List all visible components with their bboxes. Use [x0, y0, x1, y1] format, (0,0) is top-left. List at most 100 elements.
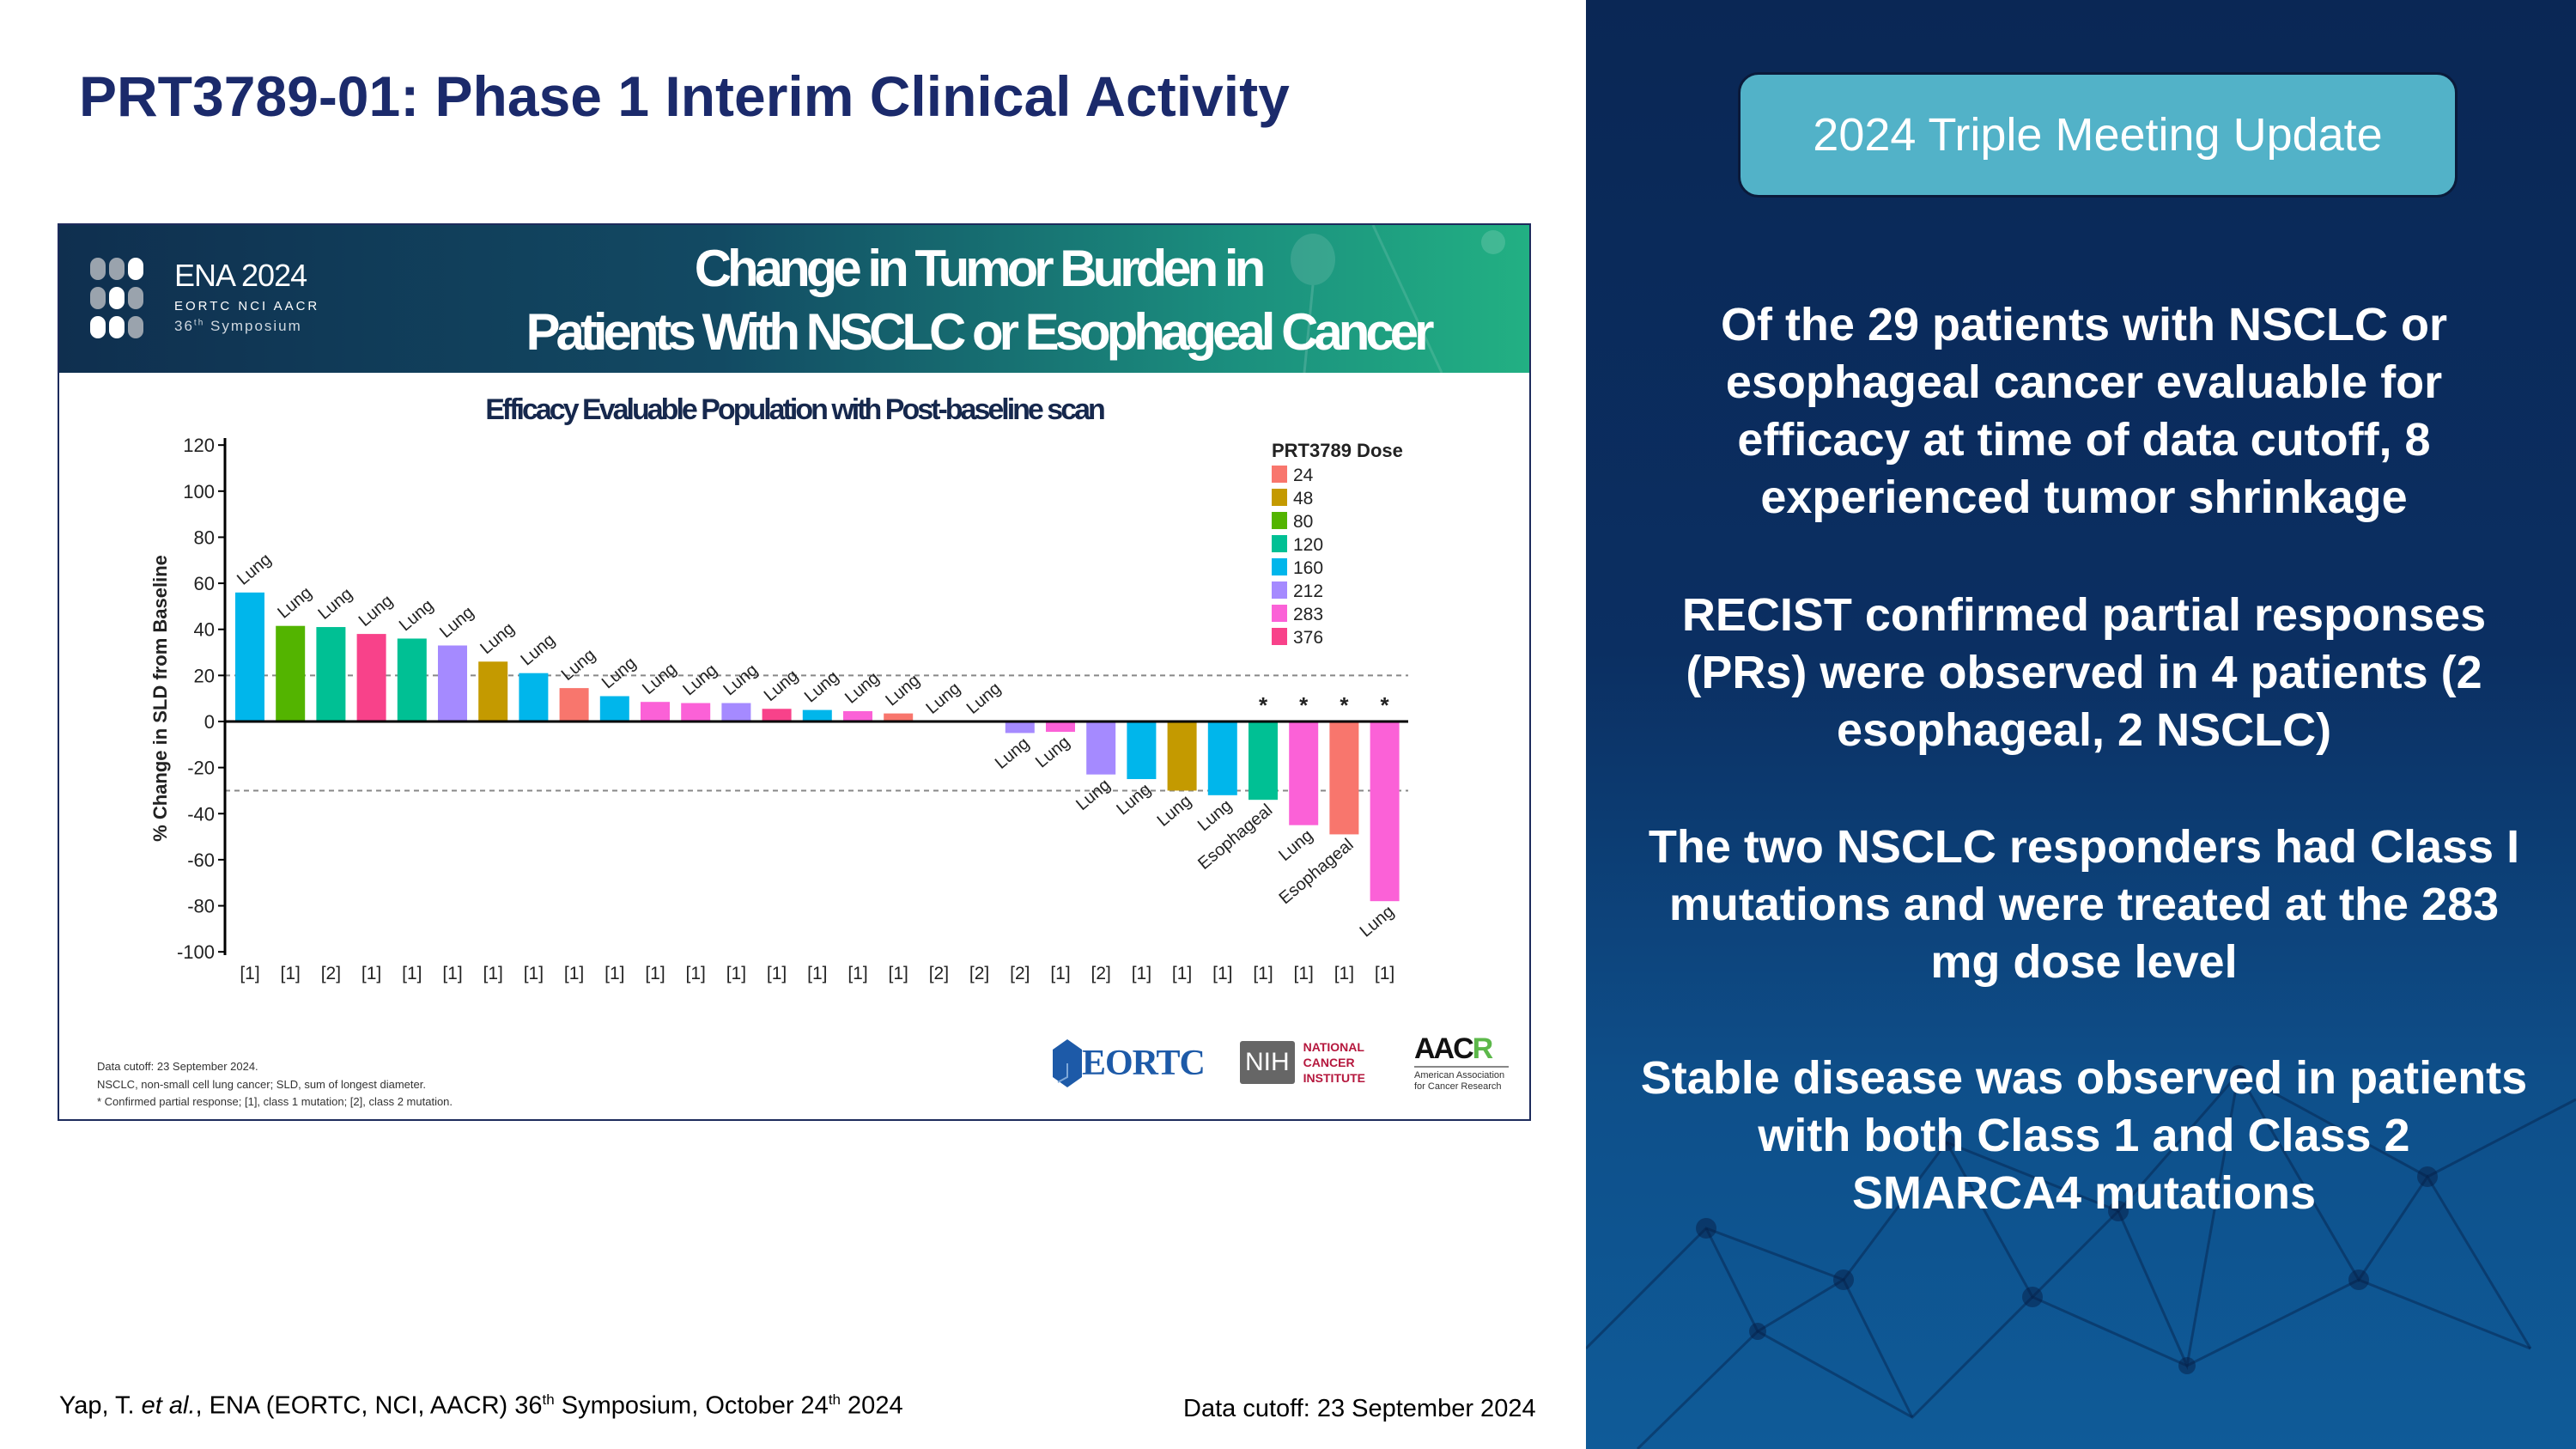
tumor-type-label: Lung — [761, 667, 802, 705]
y-tick-label: 20 — [194, 665, 215, 686]
tumor-type-label: Lung — [922, 679, 963, 717]
legend-label: 160 — [1293, 558, 1323, 578]
tumor-type-label: Lung — [355, 591, 397, 630]
bar — [1086, 721, 1116, 775]
bar — [519, 673, 549, 721]
bar — [276, 625, 306, 721]
banner-title: Change in Tumor Burden in Patients With … — [368, 237, 1529, 364]
bar — [843, 710, 872, 721]
symposium-word: Symposium — [204, 318, 302, 334]
bar — [802, 709, 832, 721]
citation-etal: et al. — [141, 1391, 196, 1420]
ena-logo-organizations: EORTC NCI AACR — [174, 299, 320, 314]
mutation-class-label: [2] — [321, 964, 341, 983]
bar — [1289, 721, 1319, 825]
mutation-class-label: [1] — [1172, 964, 1192, 983]
bar — [884, 713, 914, 721]
bar — [1005, 721, 1035, 734]
mutation-class-label: [2] — [1091, 964, 1111, 983]
y-tick-label: 60 — [194, 573, 215, 594]
legend-swatch — [1272, 628, 1287, 645]
y-tick-label: 40 — [194, 619, 215, 641]
mutation-class-label: [1] — [726, 964, 746, 983]
aacr-letter-r: R — [1472, 1032, 1494, 1065]
bar — [681, 703, 711, 721]
hexagon-logo-icon — [90, 258, 159, 340]
slide-title: PRT3789-01: Phase 1 Interim Clinical Act… — [79, 64, 1290, 128]
data-cutoff-note: Data cutoff: 23 September 2024 — [1183, 1395, 1536, 1422]
aacr-logo: AACR American Association for Cancer Res… — [1414, 1032, 1509, 1093]
aacr-letters: AAC — [1414, 1032, 1474, 1065]
legend-swatch — [1272, 558, 1287, 575]
tumor-type-label: Lung — [801, 667, 842, 706]
tumor-type-label: Lung — [720, 661, 761, 699]
citation-venue: , ENA (EORTC, NCI, AACR) 36 — [195, 1391, 543, 1420]
symposium-suffix: th — [193, 318, 205, 328]
decorative-network-icon — [1291, 225, 1505, 373]
summary-paragraph-shrinkage: Of the 29 patients with NSCLC or esophag… — [1720, 299, 2448, 523]
bar — [762, 709, 792, 721]
mutation-class-label: [2] — [1010, 964, 1030, 983]
mutation-class-label: [1] — [483, 964, 503, 983]
nci-line: INSTITUTE — [1303, 1071, 1366, 1085]
tumor-type-label: Lung — [436, 603, 477, 642]
citation: Yap, T. et al., ENA (EORTC, NCI, AACR) 3… — [59, 1391, 903, 1421]
y-axis-label: % Change in SLD from Baseline — [149, 555, 171, 842]
footnote-data-cutoff: Data cutoff: 23 September 2024. — [97, 1060, 258, 1073]
confirmed-pr-marker: * — [1299, 692, 1309, 718]
triple-meeting-update-button[interactable]: 2024 Triple Meeting Update — [1738, 72, 2458, 198]
mutation-class-label: [1] — [442, 964, 462, 983]
y-tick-label: 0 — [204, 711, 215, 733]
bar — [1167, 721, 1197, 791]
citation-sup: th — [542, 1391, 555, 1408]
footnote-legend: * Confirmed partial response; [1], class… — [97, 1095, 453, 1108]
bar — [1370, 721, 1400, 902]
tumor-type-label: Lung — [274, 583, 315, 622]
banner-title-line1: Change in Tumor Burden in — [694, 240, 1267, 297]
bar — [599, 696, 629, 721]
y-tick-label: 100 — [183, 481, 215, 502]
tumor-type-label: Lung — [992, 734, 1033, 772]
mutation-class-label: [1] — [361, 964, 381, 983]
symposium-number: 36 — [174, 318, 194, 334]
legend-label: 212 — [1293, 581, 1323, 601]
y-tick-label: -40 — [187, 803, 215, 825]
tumor-type-label: Lung — [477, 619, 518, 658]
citation-sup: th — [828, 1391, 841, 1408]
tumor-type-label: Lung — [1072, 776, 1114, 814]
mutation-class-label: [1] — [1050, 964, 1070, 983]
mutation-class-label: [1] — [605, 964, 624, 983]
tumor-type-label: Lung — [396, 596, 437, 635]
tumor-type-label: Lung — [1275, 826, 1316, 865]
legend-swatch — [1272, 466, 1287, 483]
mutation-class-label: [1] — [889, 964, 908, 983]
tumor-type-label: Lung — [679, 661, 720, 699]
bar — [478, 661, 508, 721]
bar — [397, 638, 427, 721]
mutation-class-label: [1] — [564, 964, 584, 983]
tumor-type-label: Lung — [1113, 780, 1154, 819]
mutation-class-label: [1] — [1212, 964, 1232, 983]
mutation-class-label: [1] — [281, 964, 301, 983]
legend-label: 80 — [1293, 512, 1313, 532]
nci-logo: NIH NATIONAL CANCER INSTITUTE — [1240, 1039, 1365, 1086]
bar — [1127, 721, 1157, 780]
eortc-logo-text: EORTC — [1082, 1044, 1206, 1083]
y-tick-label: -100 — [177, 941, 215, 963]
tumor-type-label: Lung — [314, 584, 355, 623]
legend-label: 48 — [1293, 489, 1313, 508]
network-background-icon — [1586, 1065, 2576, 1449]
tumor-type-label: Lung — [639, 660, 680, 698]
summary-paragraph-stable-disease: Stable disease was observed in patients … — [1640, 1052, 2528, 1219]
mutation-class-label: [1] — [1375, 964, 1394, 983]
mutation-class-label: [1] — [767, 964, 787, 983]
tumor-type-label: Lung — [234, 550, 275, 588]
mutation-class-label: [2] — [969, 964, 989, 983]
legend-label: 283 — [1293, 605, 1323, 624]
nci-line: CANCER — [1303, 1056, 1355, 1069]
confirmed-pr-marker: * — [1381, 692, 1390, 718]
bar — [559, 688, 589, 721]
mutation-class-label: [1] — [402, 964, 422, 983]
tumor-type-label: Lung — [1357, 902, 1398, 941]
mutation-class-label: [1] — [1132, 964, 1151, 983]
